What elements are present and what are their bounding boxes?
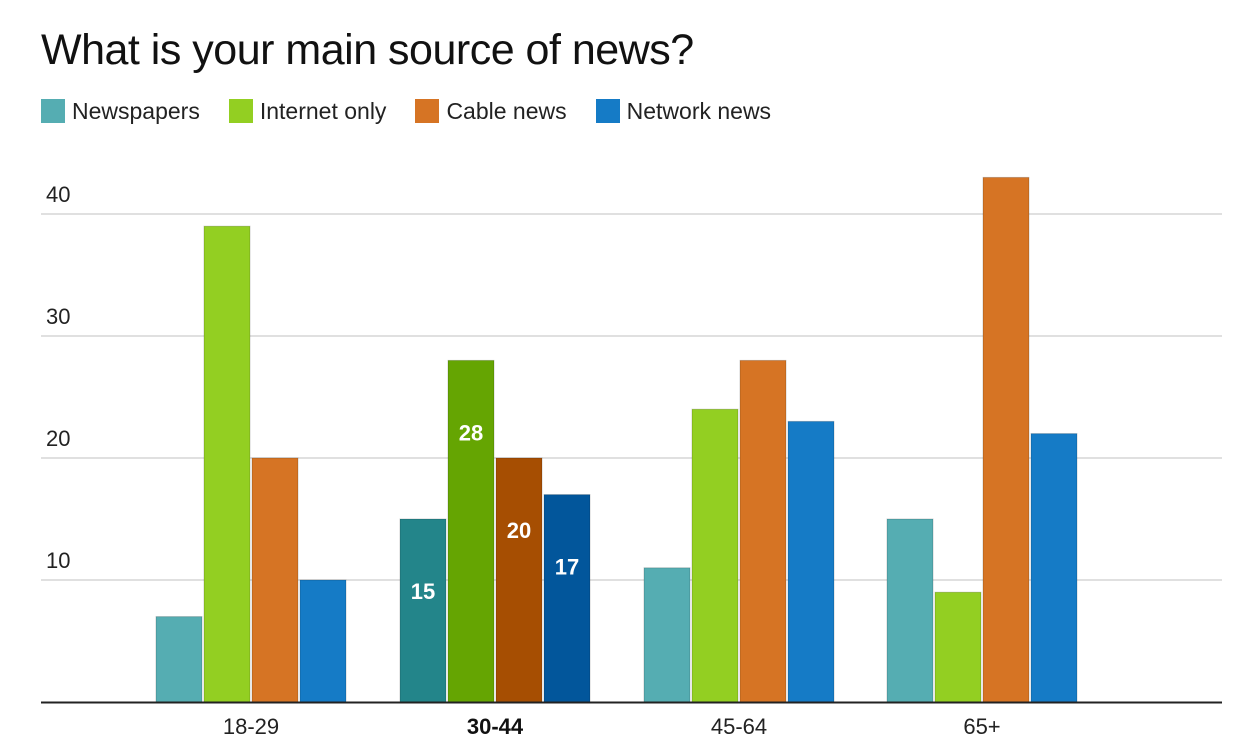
legend-label-network-news: Network news	[626, 97, 772, 124]
data-label-internet-only-30-44: 28	[459, 420, 483, 445]
legend-swatch-newspapers	[41, 99, 65, 123]
bar-cable-news-18-29[interactable]	[251, 457, 299, 703]
legend: Newspapers Internet only Cable news Netw…	[41, 96, 800, 126]
y-tick-label-10: 10	[46, 548, 70, 573]
x-tick-label-18-29: 18-29	[223, 714, 279, 739]
bar-newspapers-65+[interactable]	[886, 518, 934, 703]
bar-cable-news-45-64[interactable]	[739, 359, 787, 703]
data-label-network-news-30-44: 17	[555, 555, 579, 580]
y-tick-label-20: 20	[46, 426, 70, 451]
legend-label-internet-only: Internet only	[259, 97, 387, 124]
legend-swatch-internet-only	[228, 99, 253, 123]
x-tick-label-45-64: 45-64	[711, 714, 767, 739]
bar-newspapers-18-29[interactable]	[155, 616, 203, 703]
bar-newspapers-45-64[interactable]	[643, 567, 691, 703]
x-tick-label-30-44: 30-44	[467, 714, 524, 739]
y-tick-label-40: 40	[46, 182, 70, 207]
bar-internet-only-18-29[interactable]	[203, 225, 251, 703]
bar-internet-only-30-44[interactable]	[447, 359, 495, 703]
bar-network-news-18-29[interactable]	[299, 579, 347, 703]
legend-swatch-cable-news	[415, 99, 440, 123]
legend-item-internet-only[interactable]: Internet only	[228, 97, 387, 125]
bar-internet-only-65+[interactable]	[934, 591, 982, 703]
legend-label-newspapers: Newspapers	[72, 97, 200, 124]
legend-label-cable-news: Cable news	[446, 97, 567, 124]
legend-item-newspapers[interactable]: Newspapers	[41, 98, 200, 125]
bar-network-news-45-64[interactable]	[787, 420, 835, 703]
bar-network-news-30-44[interactable]	[543, 494, 591, 703]
y-tick-label-30: 30	[46, 304, 70, 329]
legend-item-cable-news[interactable]: Cable news	[415, 97, 567, 125]
legend-item-network-news[interactable]: Network news	[595, 97, 772, 125]
chart-title: What is your main source of news?	[41, 26, 694, 74]
bar-cable-news-30-44[interactable]	[495, 457, 543, 703]
bar-cable-news-65+[interactable]	[982, 176, 1030, 703]
bar-network-news-65+[interactable]	[1030, 433, 1078, 703]
bar-newspapers-30-44[interactable]	[399, 518, 447, 703]
x-tick-label-65+: 65+	[963, 714, 1000, 739]
bar-internet-only-45-64[interactable]	[691, 408, 739, 703]
data-label-newspapers-30-44: 15	[411, 579, 435, 604]
data-label-cable-news-30-44: 20	[507, 518, 531, 543]
legend-swatch-network-news	[595, 99, 620, 123]
